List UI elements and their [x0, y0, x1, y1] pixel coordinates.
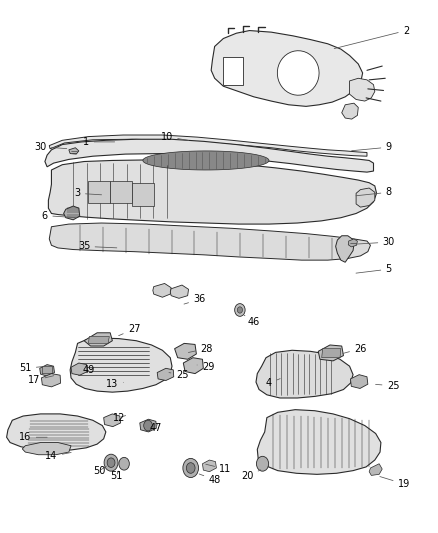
- Polygon shape: [132, 183, 154, 206]
- Text: 5: 5: [356, 264, 392, 274]
- Polygon shape: [277, 51, 319, 95]
- Text: 47: 47: [150, 423, 162, 433]
- Text: 46: 46: [244, 316, 260, 327]
- Text: 30: 30: [356, 237, 395, 247]
- Polygon shape: [350, 78, 375, 101]
- Text: 51: 51: [19, 364, 45, 373]
- Polygon shape: [48, 160, 377, 224]
- Text: 1: 1: [83, 137, 115, 147]
- Polygon shape: [104, 414, 120, 426]
- Polygon shape: [49, 223, 371, 260]
- Polygon shape: [69, 148, 79, 154]
- Text: 16: 16: [19, 432, 47, 442]
- Polygon shape: [64, 206, 80, 220]
- Polygon shape: [140, 419, 156, 432]
- Polygon shape: [71, 363, 88, 375]
- Polygon shape: [223, 57, 243, 85]
- Polygon shape: [84, 333, 113, 346]
- Polygon shape: [49, 135, 367, 156]
- Polygon shape: [342, 103, 358, 119]
- Polygon shape: [318, 345, 343, 361]
- Text: 36: 36: [184, 294, 205, 304]
- Text: 30: 30: [35, 142, 67, 152]
- Circle shape: [144, 420, 152, 431]
- Polygon shape: [336, 236, 354, 262]
- Text: 35: 35: [78, 241, 117, 252]
- Polygon shape: [70, 338, 172, 392]
- Polygon shape: [184, 358, 203, 374]
- Polygon shape: [7, 414, 106, 450]
- Text: 51: 51: [110, 471, 123, 481]
- Circle shape: [119, 457, 129, 470]
- Polygon shape: [170, 285, 188, 298]
- Circle shape: [237, 307, 243, 313]
- Text: 48: 48: [199, 474, 221, 484]
- Circle shape: [256, 456, 268, 471]
- Text: 20: 20: [241, 470, 261, 481]
- Text: 4: 4: [266, 378, 280, 388]
- Circle shape: [186, 463, 195, 473]
- Text: 2: 2: [334, 26, 409, 49]
- Polygon shape: [369, 464, 382, 475]
- Circle shape: [183, 458, 198, 478]
- Text: 14: 14: [45, 451, 71, 462]
- Text: 50: 50: [93, 466, 106, 475]
- Polygon shape: [175, 343, 196, 359]
- Polygon shape: [211, 30, 363, 107]
- Text: 8: 8: [356, 187, 392, 197]
- Text: 29: 29: [197, 362, 214, 372]
- Text: 12: 12: [113, 413, 126, 423]
- Polygon shape: [157, 368, 174, 381]
- Polygon shape: [348, 239, 357, 247]
- Text: 11: 11: [206, 464, 232, 474]
- Polygon shape: [356, 188, 375, 207]
- Circle shape: [107, 458, 115, 467]
- Text: 3: 3: [74, 188, 102, 198]
- Polygon shape: [22, 442, 71, 455]
- Text: 28: 28: [188, 344, 212, 354]
- Polygon shape: [257, 410, 381, 474]
- Circle shape: [104, 454, 118, 471]
- Text: 25: 25: [169, 370, 188, 380]
- Polygon shape: [45, 139, 374, 172]
- Text: 27: 27: [119, 324, 141, 336]
- Text: 6: 6: [42, 211, 75, 221]
- Polygon shape: [40, 365, 54, 376]
- Polygon shape: [42, 374, 60, 387]
- Polygon shape: [88, 336, 110, 343]
- Text: 25: 25: [375, 381, 399, 391]
- Circle shape: [235, 304, 245, 317]
- Text: 9: 9: [352, 142, 392, 152]
- Text: 49: 49: [82, 365, 95, 375]
- Polygon shape: [350, 375, 368, 389]
- Polygon shape: [110, 181, 132, 203]
- Text: 26: 26: [343, 344, 367, 354]
- Polygon shape: [88, 181, 110, 203]
- Polygon shape: [153, 284, 171, 297]
- Polygon shape: [202, 460, 216, 472]
- Polygon shape: [143, 151, 269, 170]
- Text: 19: 19: [380, 477, 410, 489]
- Polygon shape: [256, 350, 353, 398]
- Text: 13: 13: [106, 378, 124, 389]
- Text: 17: 17: [28, 375, 54, 385]
- Text: 10: 10: [161, 132, 189, 142]
- Polygon shape: [322, 349, 341, 358]
